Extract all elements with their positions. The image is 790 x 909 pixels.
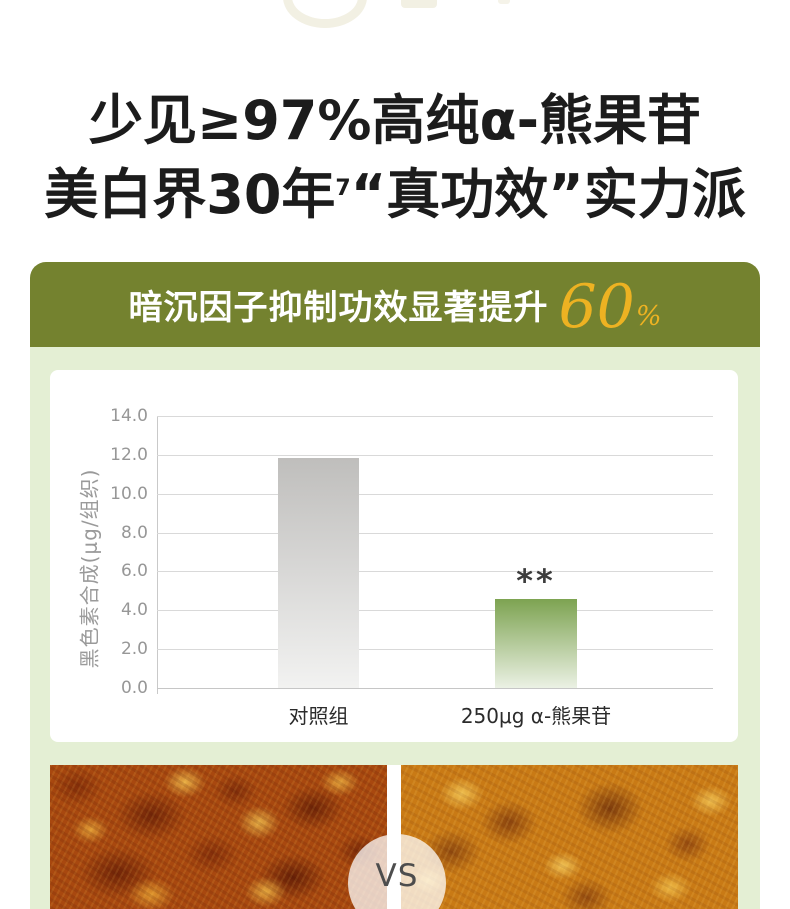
significance-marker: ** (516, 561, 556, 600)
cropped-ring-decor (283, 0, 367, 28)
gridline (157, 493, 713, 495)
vs-badge: VS (348, 834, 446, 909)
arbutin-tissue-image (401, 765, 738, 909)
claim-banner-percent-sign: % (635, 301, 662, 332)
vs-label: VS (375, 858, 419, 894)
y-tick-label: 0.0 (120, 678, 148, 698)
footnote-superscript: 7 (335, 176, 351, 201)
bar-chart-card: 黑色素合成(μg/组织) 14.0 12.0 10.0 8.0 6.0 4.0 2.0 0.0… (50, 370, 738, 742)
gridline (157, 571, 713, 573)
y-tick-label: 8.0 (120, 522, 148, 543)
y-tick-label: 6.0 (120, 561, 148, 582)
gridline (157, 688, 713, 689)
gridline (157, 532, 713, 534)
bar-control-group (278, 457, 359, 688)
y-tick-label: 14.0 (110, 406, 148, 426)
claim-banner: 暗沉因子抑制功效显著提升 60 % (30, 262, 760, 347)
headline-line1: 少见≥97%高纯α-熊果苷 (88, 89, 701, 152)
headline-line2-prefix: 美白界30年 (44, 163, 336, 226)
cropped-block-decor (401, 0, 437, 8)
claim-banner-text: 暗沉因子抑制功效显著提升 (128, 288, 549, 328)
category-label: 对照组 (288, 704, 349, 728)
y-tick-label: 4.0 (120, 600, 148, 621)
headline-line2-rest: “真功效”实力派 (350, 163, 746, 226)
bar-arbutin-group (495, 598, 577, 688)
gridline (157, 610, 713, 612)
y-axis-line (157, 416, 158, 694)
y-tick-label: 10.0 (110, 483, 148, 504)
gridline (157, 649, 713, 651)
cropped-dot-decor (498, 0, 510, 4)
y-tick-label: 2.0 (120, 639, 148, 660)
claim-banner-number: 60 (558, 271, 635, 342)
gridline (157, 416, 713, 417)
y-tick-label: 12.0 (110, 444, 148, 465)
headline: 少见≥97%高纯α-熊果苷 美白界30年7“真功效”实力派 (0, 84, 790, 232)
control-tissue-image (50, 765, 387, 909)
headline-line2: 美白界30年7“真功效”实力派 (0, 158, 790, 232)
gridline (157, 454, 713, 456)
category-label: 250μg α-熊果苷 (460, 704, 612, 728)
